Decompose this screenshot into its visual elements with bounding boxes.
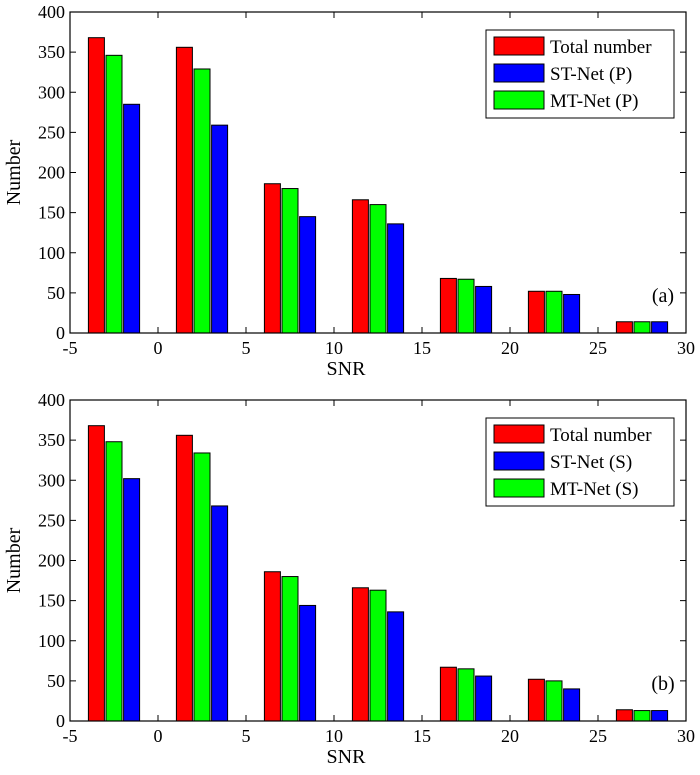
x-tick-label: -5 bbox=[63, 726, 78, 746]
bar bbox=[615, 321, 633, 334]
legend-entry: Total number bbox=[550, 37, 652, 58]
x-tick-label: 5 bbox=[242, 338, 251, 358]
bar bbox=[175, 46, 193, 334]
y-tick-label: 0 bbox=[56, 711, 65, 731]
x-tick-label: 25 bbox=[589, 726, 607, 746]
bar bbox=[563, 293, 581, 334]
bar bbox=[369, 204, 387, 334]
legend-entry: ST-Net (S) bbox=[550, 452, 632, 473]
bar bbox=[475, 675, 493, 722]
panel-b: -5 0 5 10 15 20 25 30050100150200250300350400SN… bbox=[3, 390, 695, 768]
bar bbox=[387, 611, 405, 722]
y-tick-label: 200 bbox=[38, 551, 65, 571]
bar bbox=[369, 589, 387, 722]
bar bbox=[545, 290, 563, 334]
bar bbox=[439, 666, 457, 722]
bar bbox=[299, 216, 317, 334]
bar bbox=[193, 452, 211, 722]
y-tick-label: 350 bbox=[38, 42, 65, 62]
bar bbox=[351, 587, 369, 722]
legend: Total number ST-Net (P) MT-Net (P) bbox=[485, 29, 675, 119]
bar bbox=[633, 321, 651, 334]
y-tick-label: 50 bbox=[47, 283, 65, 303]
bar bbox=[545, 680, 563, 722]
y-tick-label: 100 bbox=[38, 631, 65, 651]
legend-entry: Total number bbox=[550, 425, 652, 446]
x-tick-label: 10 bbox=[325, 726, 343, 746]
bar bbox=[87, 37, 105, 334]
legend-swatch bbox=[493, 478, 545, 498]
panel-label: (a) bbox=[652, 285, 674, 307]
bar bbox=[281, 576, 299, 722]
x-tick-label: 20 bbox=[501, 726, 519, 746]
y-tick-label: 250 bbox=[38, 510, 65, 530]
x-tick-label: 5 bbox=[242, 726, 251, 746]
bar bbox=[457, 278, 475, 334]
y-axis-label: Number bbox=[3, 139, 25, 205]
x-tick-label: 20 bbox=[501, 338, 519, 358]
y-tick-label: 50 bbox=[47, 671, 65, 691]
bar bbox=[527, 678, 545, 722]
bar bbox=[563, 688, 581, 722]
panel-a: -5 0 5 10 15 20 25 30050100150200250300350400SN… bbox=[3, 2, 695, 380]
x-tick-label: 25 bbox=[589, 338, 607, 358]
bar bbox=[527, 290, 545, 334]
x-tick-label: 15 bbox=[413, 338, 431, 358]
x-axis-label: SNR bbox=[327, 746, 367, 768]
bar bbox=[123, 103, 141, 334]
legend-entry: ST-Net (P) bbox=[550, 64, 632, 85]
y-tick-label: 400 bbox=[38, 2, 65, 22]
x-tick-label: 10 bbox=[325, 338, 343, 358]
legend-swatch bbox=[493, 36, 545, 56]
legend-swatch bbox=[493, 90, 545, 110]
bar bbox=[123, 478, 141, 722]
bar bbox=[351, 199, 369, 334]
y-tick-label: 400 bbox=[38, 390, 65, 410]
x-tick-label: 0 bbox=[154, 726, 163, 746]
panel-label: (b) bbox=[651, 673, 674, 695]
legend-swatch bbox=[493, 424, 545, 444]
y-axis-label: Number bbox=[3, 527, 25, 593]
bar bbox=[457, 668, 475, 722]
legend-swatch bbox=[493, 451, 545, 471]
bar bbox=[633, 710, 651, 722]
x-axis-label: SNR bbox=[327, 358, 367, 380]
y-tick-label: 300 bbox=[38, 82, 65, 102]
x-tick-label: 0 bbox=[154, 338, 163, 358]
y-tick-label: 200 bbox=[38, 163, 65, 183]
bar bbox=[105, 54, 123, 334]
bar bbox=[193, 68, 211, 334]
x-tick-label: -5 bbox=[63, 338, 78, 358]
y-tick-label: 350 bbox=[38, 430, 65, 450]
legend-entry: MT-Net (S) bbox=[550, 479, 639, 500]
y-tick-label: 100 bbox=[38, 243, 65, 263]
y-tick-label: 0 bbox=[56, 323, 65, 343]
bar bbox=[105, 441, 123, 722]
bar bbox=[651, 710, 669, 722]
y-tick-label: 300 bbox=[38, 470, 65, 490]
bar bbox=[299, 604, 317, 722]
y-tick-label: 150 bbox=[38, 591, 65, 611]
legend-entry: MT-Net (P) bbox=[550, 91, 639, 112]
bar bbox=[387, 223, 405, 334]
bar bbox=[651, 321, 669, 334]
bar bbox=[263, 183, 281, 334]
bar bbox=[263, 571, 281, 722]
bar bbox=[87, 425, 105, 722]
y-tick-label: 250 bbox=[38, 122, 65, 142]
legend-swatch bbox=[493, 63, 545, 83]
legend: Total number ST-Net (S) MT-Net (S) bbox=[485, 417, 675, 507]
bar bbox=[475, 285, 493, 334]
x-tick-label: 30 bbox=[677, 726, 695, 746]
bar bbox=[281, 188, 299, 334]
x-tick-label: 30 bbox=[677, 338, 695, 358]
bar bbox=[439, 277, 457, 334]
bar bbox=[211, 505, 229, 722]
x-tick-label: 15 bbox=[413, 726, 431, 746]
y-tick-label: 150 bbox=[38, 203, 65, 223]
bar bbox=[175, 434, 193, 722]
bar bbox=[615, 709, 633, 722]
bar bbox=[211, 124, 229, 334]
